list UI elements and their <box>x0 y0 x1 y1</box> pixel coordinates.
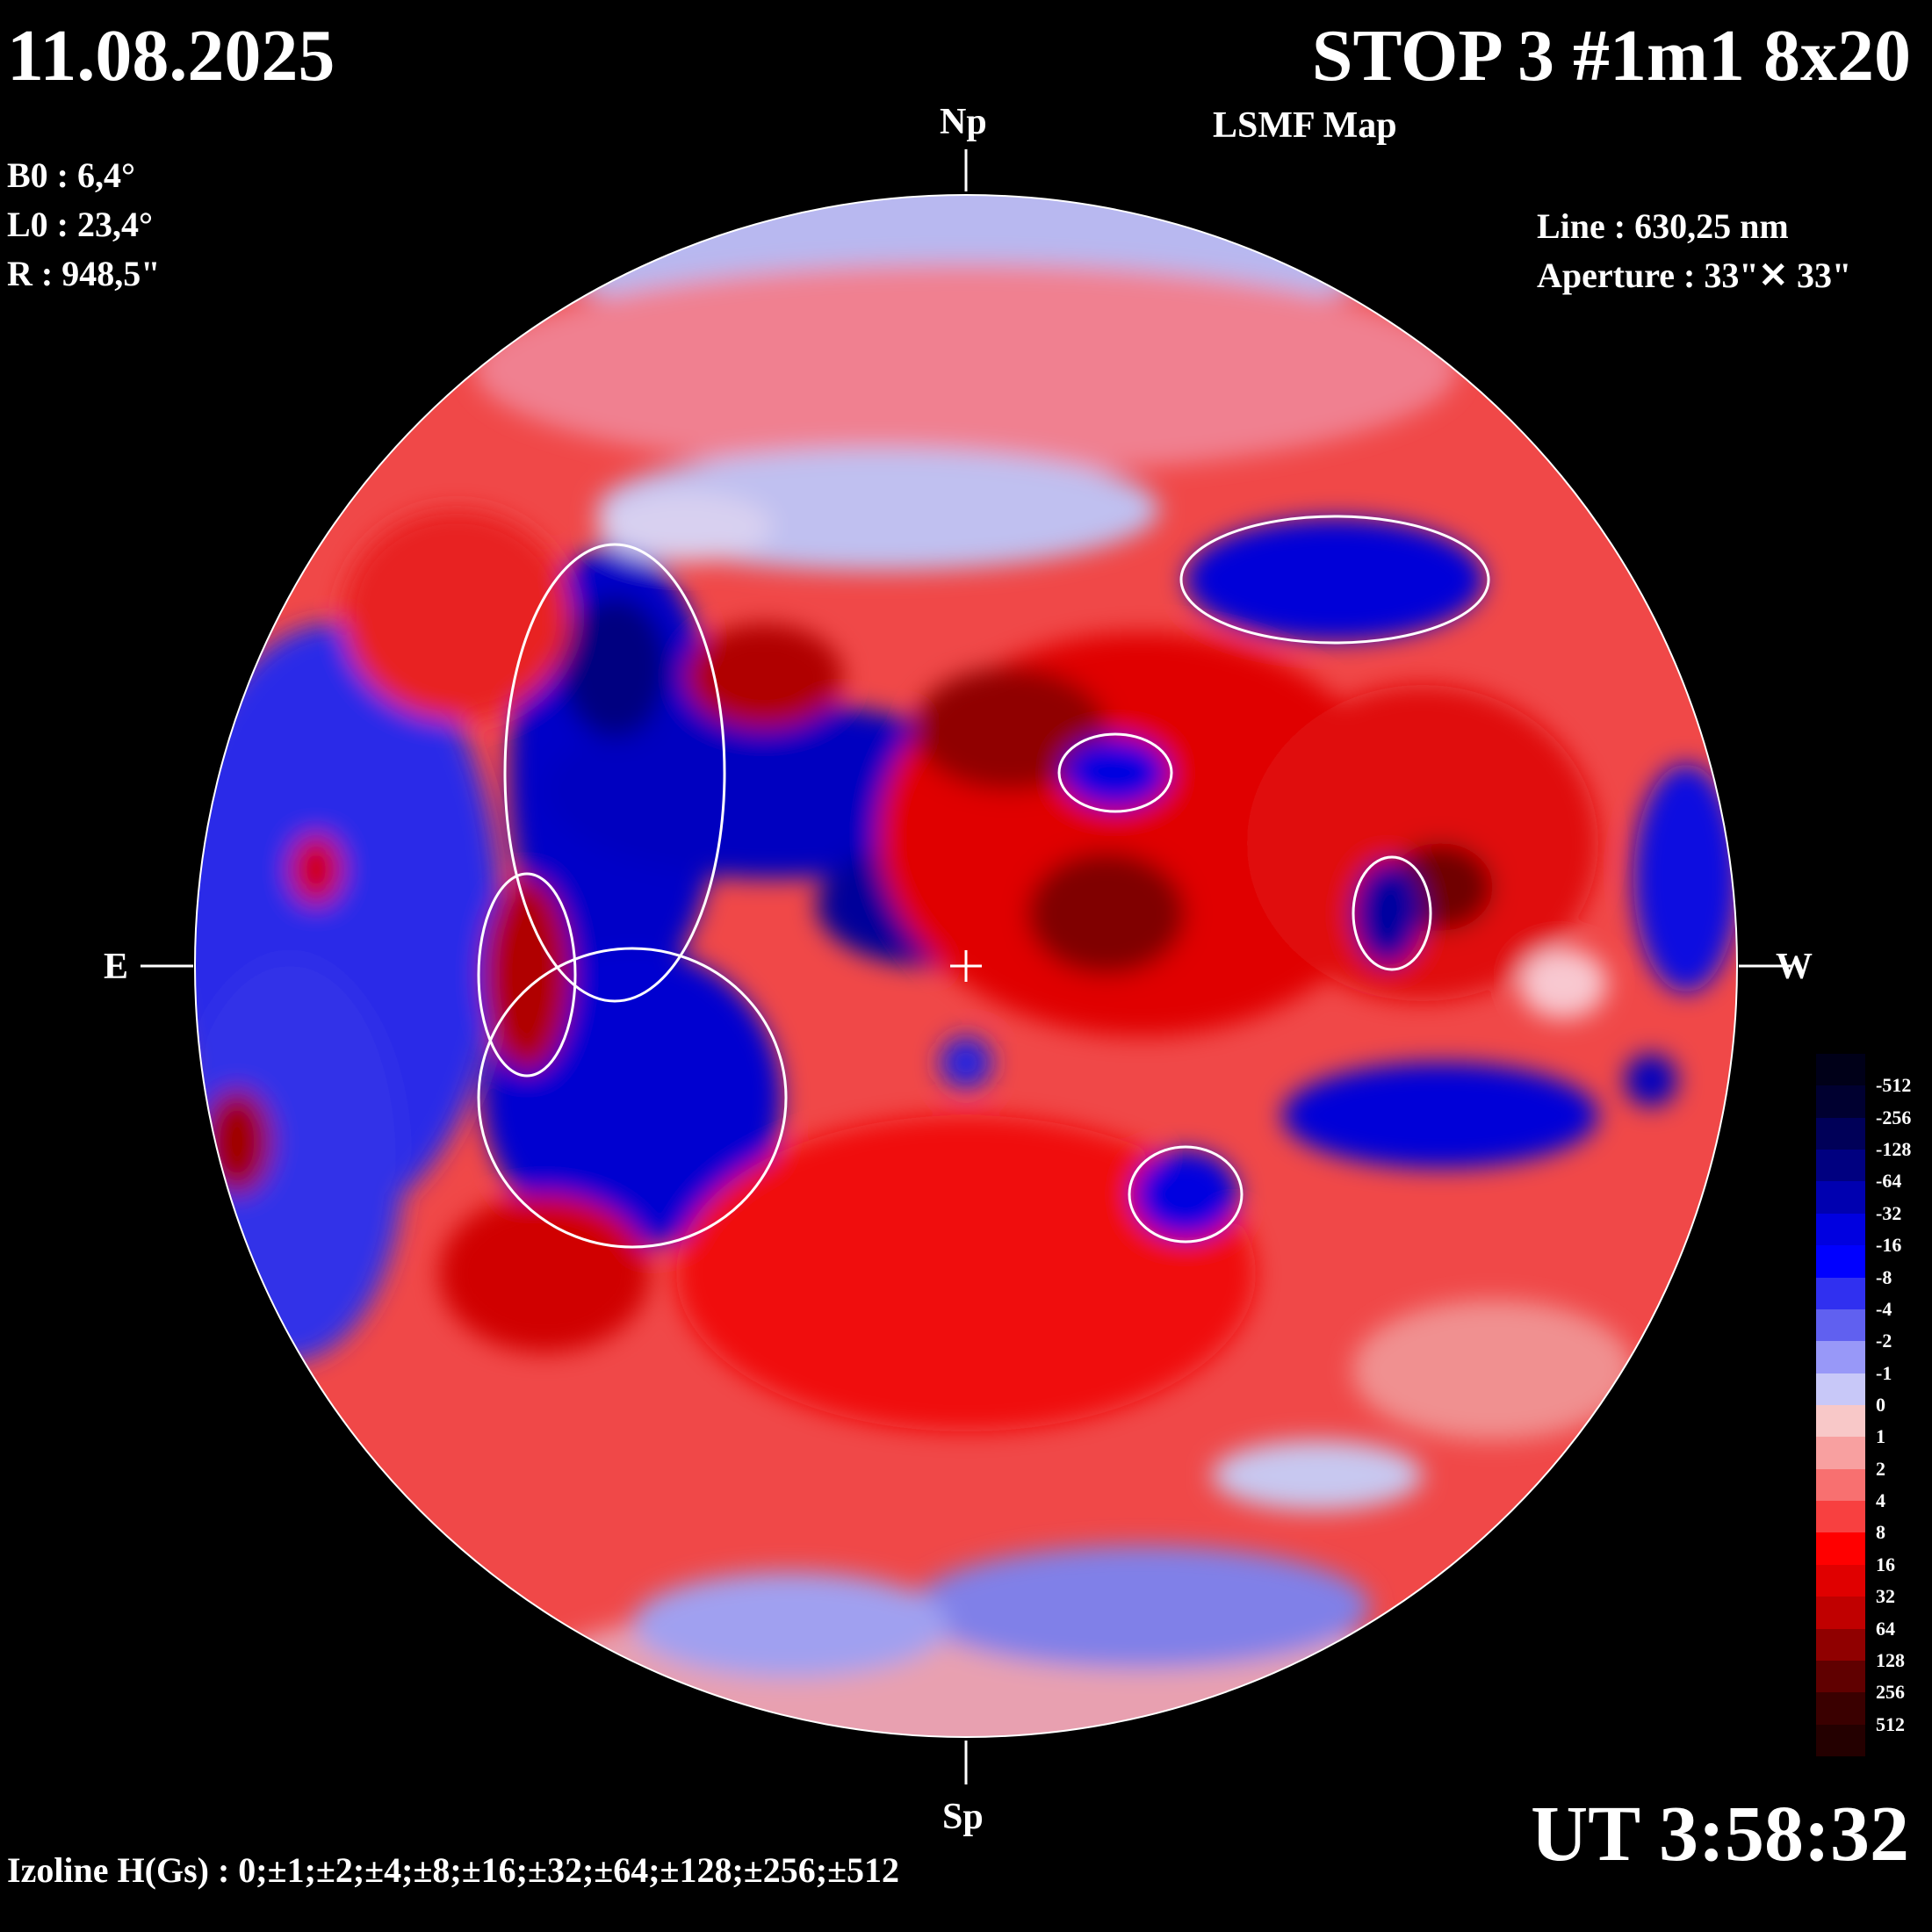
west-label: W <box>1776 947 1813 987</box>
scale-swatch <box>1816 1150 1865 1182</box>
scale-swatch <box>1816 1564 1865 1597</box>
scale-label: -256 <box>1876 1106 1912 1128</box>
scale-swatch <box>1816 1373 1865 1406</box>
l0-value: L0 : 23,4° <box>7 205 153 244</box>
spectral-line: Line : 630,25 nm <box>1537 206 1789 246</box>
scale-label: 2 <box>1876 1457 1885 1480</box>
scale-label: 8 <box>1876 1521 1885 1544</box>
scale-label: -512 <box>1876 1074 1912 1097</box>
scale-swatch <box>1816 1437 1865 1470</box>
scale-label: 256 <box>1876 1681 1905 1704</box>
scale-swatch <box>1816 1597 1865 1630</box>
scale-swatch <box>1816 1501 1865 1533</box>
north-pole-label: Np <box>940 102 987 142</box>
izoline-levels: Izoline H(Gs) : 0;±1;±2;±4;±8;±16;±32;±6… <box>7 1850 900 1890</box>
ut-time: UT 3:58:32 <box>1531 1791 1909 1878</box>
scale-label: -2 <box>1876 1330 1892 1352</box>
color-scale-legend <box>1816 1054 1865 1757</box>
south-pole-label: Sp <box>942 1797 984 1837</box>
west-negative-region <box>1282 1063 1598 1168</box>
scale-label: 4 <box>1876 1489 1885 1512</box>
map-title: STOP 3 #1m1 8x20 <box>1311 15 1911 97</box>
scale-swatch <box>1816 1181 1865 1215</box>
scale-label: 16 <box>1876 1553 1895 1575</box>
scale-label: -16 <box>1876 1234 1902 1257</box>
scale-swatch <box>1816 1085 1865 1119</box>
northwest-negative-region <box>1186 518 1484 641</box>
scale-swatch <box>1816 1054 1865 1086</box>
scale-label: -128 <box>1876 1138 1912 1161</box>
scale-swatch <box>1816 1660 1865 1693</box>
observation-date: 11.08.2025 <box>7 15 335 97</box>
scale-swatch <box>1816 1245 1865 1279</box>
scale-label: 128 <box>1876 1648 1905 1671</box>
b0-value: B0 : 6,4° <box>7 155 135 195</box>
scale-label: -1 <box>1876 1361 1892 1384</box>
scale-label: 0 <box>1876 1394 1885 1416</box>
scale-swatch <box>1816 1277 1865 1310</box>
scale-label: -32 <box>1876 1201 1902 1224</box>
scale-label: 512 <box>1876 1712 1905 1735</box>
scale-swatch <box>1816 1628 1865 1662</box>
scale-label: -4 <box>1876 1297 1892 1320</box>
radius-value: R : 948,5" <box>7 254 161 293</box>
scale-swatch <box>1816 1692 1865 1726</box>
scale-label: -8 <box>1876 1265 1892 1288</box>
scale-swatch <box>1816 1341 1865 1374</box>
scale-label: -64 <box>1876 1170 1902 1193</box>
disk-limb <box>194 194 1738 1738</box>
scale-swatch <box>1816 1308 1865 1342</box>
map-subtitle: LSMF Map <box>1213 105 1397 146</box>
scale-label: 1 <box>1876 1425 1885 1448</box>
scale-swatch <box>1816 1405 1865 1438</box>
scale-swatch <box>1816 1117 1865 1150</box>
scale-label: 64 <box>1876 1617 1895 1640</box>
scale-swatch <box>1816 1213 1865 1246</box>
east-label: E <box>104 947 129 987</box>
scale-swatch <box>1816 1724 1865 1757</box>
scale-label: 32 <box>1876 1585 1895 1608</box>
scale-swatch <box>1816 1468 1865 1502</box>
aperture-size: Aperture : 33"✕ 33" <box>1537 256 1852 295</box>
east-positive-island <box>483 878 571 1071</box>
scale-swatch <box>1816 1532 1865 1566</box>
